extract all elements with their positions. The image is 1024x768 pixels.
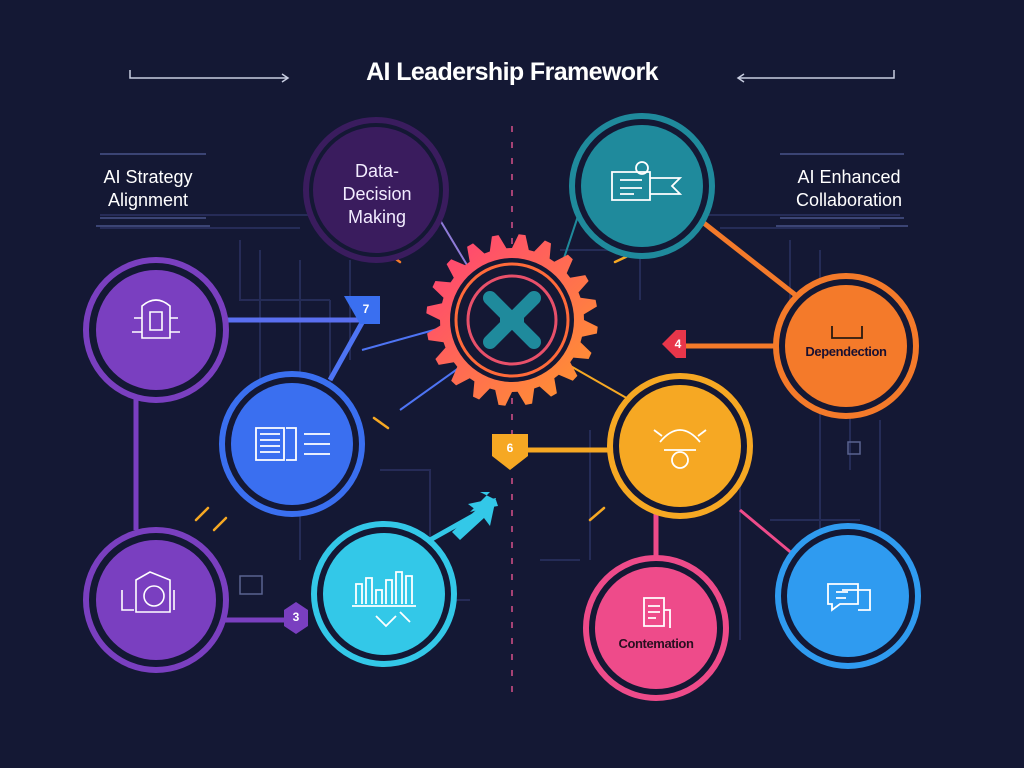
node-data-decision bbox=[303, 117, 449, 263]
node-purple-bottom bbox=[83, 527, 229, 673]
badge-three: 3 bbox=[292, 610, 300, 624]
node-label-dependection: Dependection bbox=[805, 344, 887, 359]
node-label-contemation: Contemation bbox=[618, 636, 694, 651]
central-gear bbox=[426, 234, 598, 406]
puzzle-head-icon bbox=[121, 571, 175, 613]
label-decor bbox=[96, 153, 908, 227]
label-ai-strategy: AI Strategy Alignment bbox=[103, 167, 193, 210]
node-sky bbox=[775, 523, 921, 669]
document-flag-icon bbox=[611, 161, 683, 201]
node-pink bbox=[583, 555, 729, 701]
node-strategy bbox=[83, 257, 229, 403]
label-ai-collaboration: AI Enhanced Collaboration bbox=[795, 167, 903, 210]
badge-seven: 7 bbox=[362, 302, 370, 316]
decor-squares bbox=[239, 441, 861, 595]
node-yellow bbox=[607, 373, 753, 519]
tray-icon bbox=[831, 326, 863, 339]
node-blue bbox=[219, 371, 365, 517]
label-data-decision: Data-Decision Making bbox=[342, 161, 412, 227]
cross-arrows-icon bbox=[483, 291, 541, 349]
badge-shapes bbox=[284, 296, 686, 634]
badge-six: 6 bbox=[506, 441, 514, 455]
badge-four: 4 bbox=[674, 337, 682, 351]
bar-chart-icon bbox=[352, 571, 416, 628]
book-list-icon bbox=[255, 427, 330, 461]
title-arrows bbox=[129, 70, 895, 83]
node-orange bbox=[773, 273, 919, 419]
chat-bubbles-icon bbox=[827, 583, 871, 612]
head-network-icon bbox=[653, 429, 707, 469]
page-title: AI Leadership Framework bbox=[366, 58, 658, 86]
head-gear-icon bbox=[132, 299, 180, 339]
document-icon bbox=[643, 597, 671, 628]
node-cyan bbox=[311, 521, 457, 667]
node-teal bbox=[569, 113, 715, 259]
